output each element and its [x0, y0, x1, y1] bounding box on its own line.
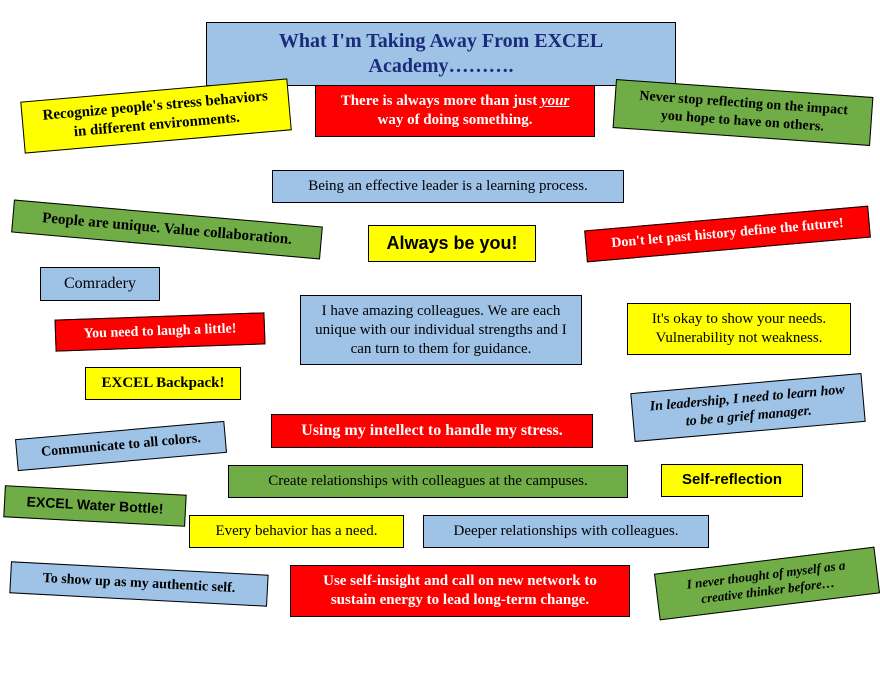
quote-self-reflection: Self-reflection	[661, 464, 803, 497]
quote-text: To show up as my authentic self.	[42, 571, 235, 596]
quote-creative-thinker: I never thought of myself as a creative …	[654, 547, 880, 620]
quote-authentic-self: To show up as my authentic self.	[9, 561, 268, 606]
quote-text: I never thought of myself as a creative …	[686, 557, 846, 606]
infographic-canvas: What I'm Taking Away From EXCEL Academy……	[0, 0, 880, 680]
quote-text: Recognize people's stress behaviors in d…	[42, 88, 268, 140]
quote-excel-water-bottle: EXCEL Water Bottle!	[3, 485, 186, 526]
quote-create-relationships: Create relationships with colleagues at …	[228, 465, 628, 498]
title-text: What I'm Taking Away From EXCEL Academy……	[279, 30, 603, 77]
quote-text: Self-reflection	[682, 471, 782, 488]
quote-show-needs: It's okay to show your needs. Vulnerabil…	[627, 303, 851, 355]
quote-deeper-relationships: Deeper relationships with colleagues.	[423, 515, 709, 548]
quote-text: In leadership, I need to learn how to be…	[649, 383, 845, 429]
quote-reflect-impact: Never stop reflecting on the impact you …	[613, 79, 874, 146]
quote-people-unique: People are unique. Value collaboration.	[11, 200, 323, 260]
quote-text: Communicate to all colors.	[41, 431, 202, 460]
quote-behavior-need: Every behavior has a need.	[189, 515, 404, 548]
quote-stress-behaviors: Recognize people's stress behaviors in d…	[20, 78, 291, 153]
quote-excel-backpack: EXCEL Backpack!	[85, 367, 241, 400]
quote-text: There is always more than just your way …	[341, 93, 570, 128]
quote-text: Never stop reflecting on the impact you …	[639, 89, 849, 134]
title-box: What I'm Taking Away From EXCEL Academy……	[206, 22, 676, 86]
quote-text: You need to laugh a little!	[83, 321, 236, 341]
quote-amazing-colleagues: I have amazing colleagues. We are each u…	[300, 295, 582, 365]
quote-comradery: Comradery	[40, 267, 160, 301]
quote-text: I have amazing colleagues. We are each u…	[315, 303, 567, 357]
quote-more-than-your-way: There is always more than just your way …	[315, 85, 595, 137]
quote-past-history: Don't let past history define the future…	[584, 206, 871, 262]
quote-self-insight: Use self-insight and call on new network…	[290, 565, 630, 617]
quote-text: Don't let past history define the future…	[611, 216, 844, 251]
quote-text: Always be you!	[386, 233, 517, 253]
quote-text: Deeper relationships with colleagues.	[454, 523, 679, 539]
quote-text: Every behavior has a need.	[215, 523, 377, 539]
quote-intellect-stress: Using my intellect to handle my stress.	[271, 414, 593, 448]
quote-text: Use self-insight and call on new network…	[323, 573, 597, 608]
quote-effective-leader: Being an effective leader is a learning …	[272, 170, 624, 203]
quote-text: People are unique. Value collaboration.	[42, 210, 293, 248]
quote-text: Create relationships with colleagues at …	[268, 473, 587, 489]
quote-always-be-you: Always be you!	[368, 225, 536, 262]
quote-text: Being an effective leader is a learning …	[308, 178, 588, 194]
quote-grief-manager: In leadership, I need to learn how to be…	[630, 373, 865, 442]
quote-text: It's okay to show your needs. Vulnerabil…	[652, 311, 826, 346]
quote-text: EXCEL Water Bottle!	[26, 493, 164, 516]
quote-text: Comradery	[64, 275, 136, 292]
quote-text: Using my intellect to handle my stress.	[301, 422, 562, 439]
quote-text: EXCEL Backpack!	[102, 375, 225, 391]
quote-communicate-colors: Communicate to all colors.	[15, 421, 227, 471]
quote-laugh-a-little: You need to laugh a little!	[55, 312, 266, 351]
